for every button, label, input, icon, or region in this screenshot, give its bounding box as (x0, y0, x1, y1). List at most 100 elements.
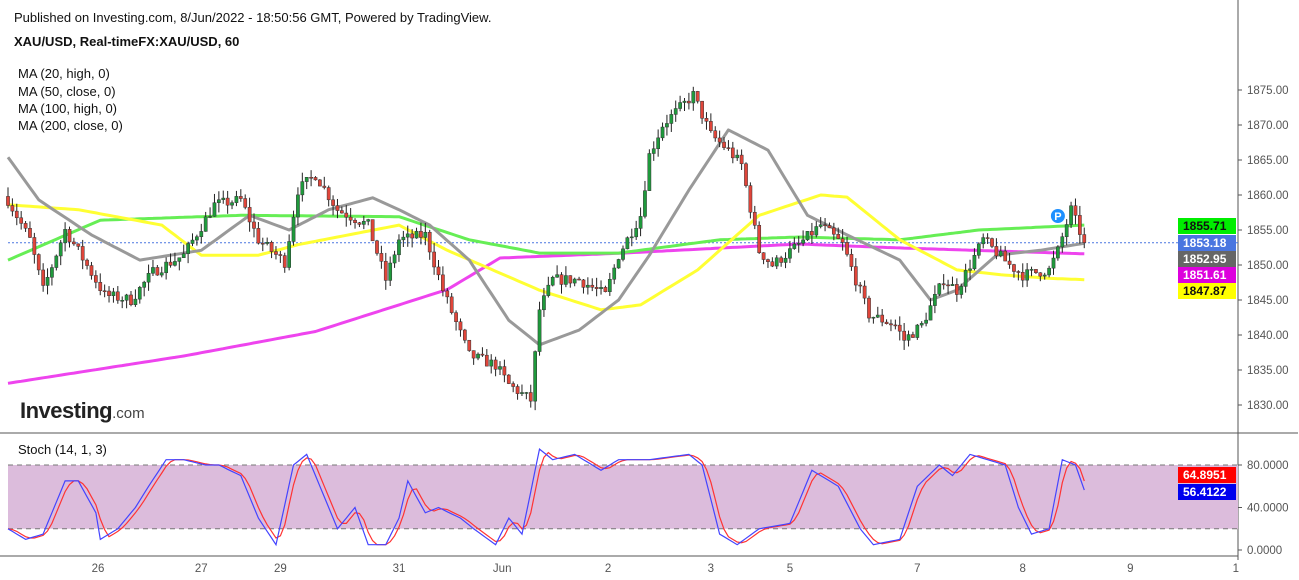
candle-body (423, 231, 428, 238)
candle (744, 162, 748, 188)
candle-body (282, 255, 287, 268)
candle-body (441, 274, 445, 292)
candle-body (445, 290, 450, 298)
candle (173, 252, 177, 267)
candle-body (383, 261, 388, 281)
candle-body (1078, 215, 1082, 235)
candle (555, 265, 559, 278)
candle (871, 316, 876, 324)
candle-body (981, 237, 986, 245)
candle (282, 252, 287, 273)
stoch-tick-label: 80.0000 (1247, 460, 1289, 472)
candle (19, 211, 24, 230)
candle (326, 185, 331, 207)
candle (678, 95, 682, 112)
candle (397, 234, 401, 262)
candle (32, 232, 37, 264)
candle (1064, 219, 1069, 246)
price-tick-label: 1835.00 (1247, 365, 1289, 377)
candle-body (673, 108, 678, 115)
candle-body (54, 255, 59, 268)
price-tick-label: 1830.00 (1247, 400, 1289, 412)
candle (590, 278, 595, 292)
candle (247, 197, 252, 232)
candle (291, 210, 296, 246)
candle (221, 190, 226, 204)
ma100-line (7, 213, 1085, 262)
candle (1073, 198, 1078, 225)
candle-body (682, 100, 687, 103)
candle (1016, 270, 1021, 281)
candle-body (353, 219, 357, 223)
candle (98, 273, 103, 296)
candle (1047, 265, 1051, 278)
candle-body (810, 231, 814, 236)
candle-body (115, 291, 120, 301)
candle (568, 275, 573, 288)
candle (115, 286, 120, 304)
candle (58, 239, 63, 266)
candle (656, 129, 660, 157)
candle-body (502, 366, 507, 376)
candle-body (537, 309, 542, 352)
candle-body (955, 284, 959, 295)
candle-body (629, 236, 634, 239)
candle-body (990, 238, 994, 247)
candle-body (137, 287, 142, 300)
candle (1034, 269, 1038, 274)
candle-body (933, 294, 937, 306)
candle-body (195, 236, 199, 241)
candle-body (212, 202, 217, 217)
candle-body (476, 353, 480, 359)
candle-body (853, 266, 858, 286)
candle-body (36, 254, 41, 271)
candle-body (796, 243, 801, 245)
candle (985, 233, 990, 244)
candle (625, 236, 630, 250)
candle (120, 296, 125, 309)
candle (45, 268, 50, 295)
candle-body (730, 147, 735, 159)
candle (911, 331, 915, 338)
candle-body (10, 205, 15, 212)
candle (994, 238, 999, 260)
candle-body (924, 319, 928, 324)
candle-body (845, 242, 849, 255)
candle-body (766, 259, 770, 262)
ma20-legend: MA (20, high, 0) (18, 66, 110, 81)
candle (423, 222, 428, 246)
candle (520, 384, 524, 396)
candle (133, 289, 138, 307)
candle-body (155, 267, 160, 276)
candle-body (1056, 246, 1060, 259)
candle-body (695, 91, 700, 102)
candle-body (687, 100, 691, 104)
candle (788, 240, 792, 264)
candle (458, 318, 463, 337)
last-price-label: 1853.18 (1183, 236, 1227, 250)
candle-body (243, 198, 248, 208)
candle-body (994, 246, 999, 257)
candle-body (607, 279, 612, 292)
candle (274, 246, 278, 260)
logo-suffix: .com (112, 405, 145, 422)
candle (419, 222, 423, 245)
candle (845, 236, 849, 257)
candle (480, 347, 485, 357)
candle (963, 263, 968, 293)
candle (730, 141, 735, 164)
candle-body (1029, 269, 1034, 271)
candle-body (651, 148, 656, 154)
candle (616, 258, 621, 269)
candle (1020, 263, 1025, 288)
candle (577, 276, 581, 281)
candle (739, 149, 744, 171)
candle (757, 221, 762, 254)
candle-body (946, 284, 950, 287)
candle-body (638, 216, 643, 229)
candle-body (774, 257, 779, 267)
time-tick-label: 27 (195, 563, 208, 575)
candle (230, 200, 234, 210)
candle (849, 248, 854, 271)
